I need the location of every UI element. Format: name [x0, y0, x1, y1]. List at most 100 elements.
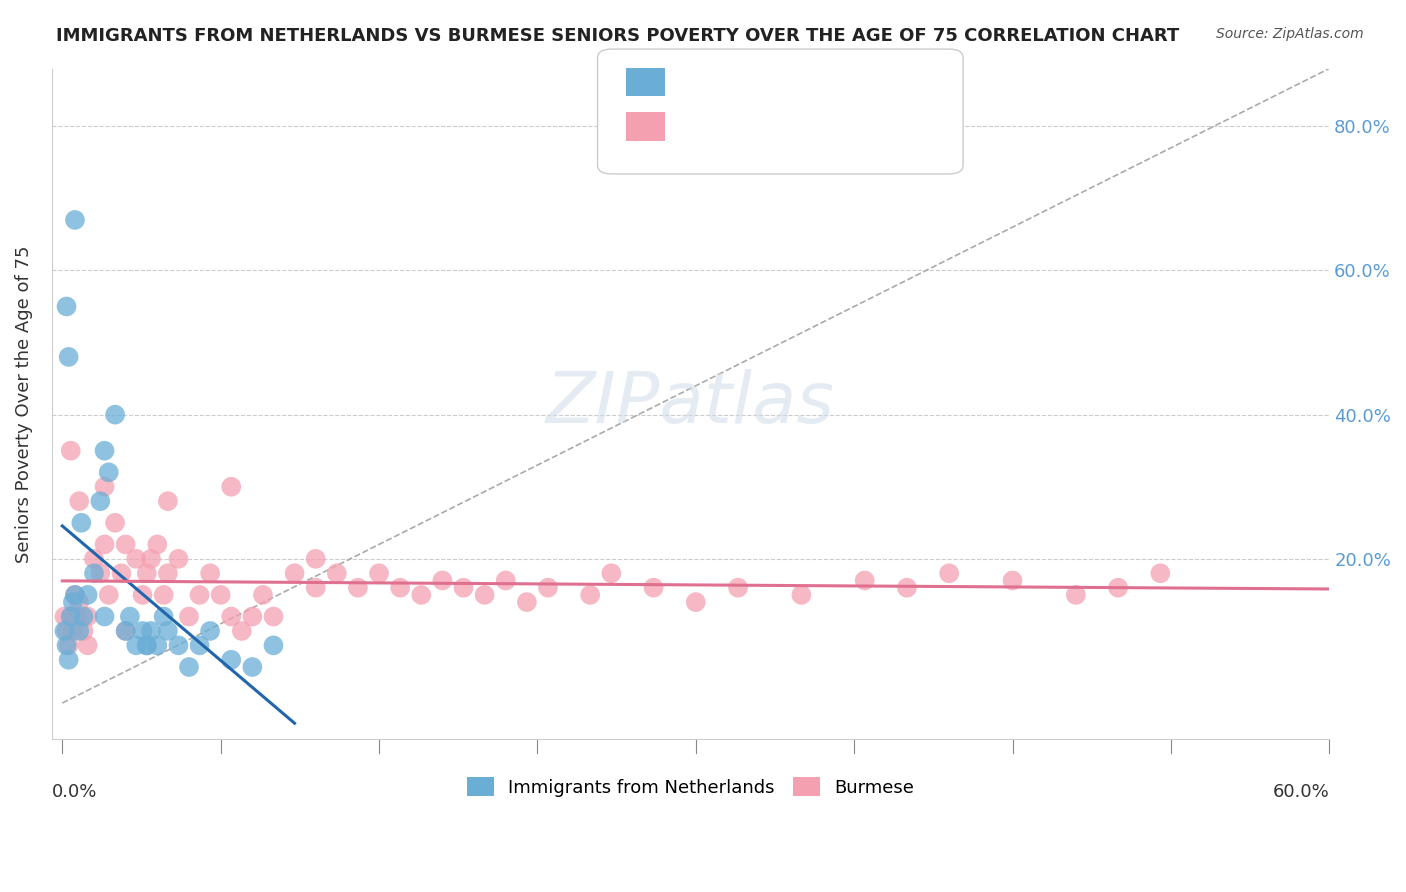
Point — [63, 588, 86, 602]
Point — [53, 609, 76, 624]
Point — [83, 552, 105, 566]
Point — [131, 624, 153, 638]
Point — [76, 588, 98, 602]
Point — [97, 466, 120, 480]
Point — [1001, 574, 1024, 588]
Point — [152, 609, 174, 624]
Point — [188, 639, 211, 653]
Point — [516, 595, 538, 609]
Point — [167, 639, 190, 653]
Text: 0.0%: 0.0% — [52, 782, 97, 801]
Point — [474, 588, 496, 602]
Text: 60.0%: 60.0% — [1272, 782, 1329, 801]
Text: R = 0.425    N = 36: R = 0.425 N = 36 — [679, 73, 855, 91]
Point — [305, 581, 328, 595]
Point — [83, 566, 105, 581]
Point — [263, 639, 285, 653]
Point — [938, 566, 960, 581]
Point — [110, 566, 132, 581]
Y-axis label: Seniors Poverty Over the Age of 75: Seniors Poverty Over the Age of 75 — [15, 245, 32, 563]
Point — [146, 537, 169, 551]
Point — [114, 624, 136, 638]
Point — [156, 566, 179, 581]
Point — [240, 660, 263, 674]
Point — [135, 566, 157, 581]
Point — [139, 624, 162, 638]
Point — [643, 581, 665, 595]
Point — [89, 566, 111, 581]
Point — [114, 624, 136, 638]
Point — [219, 609, 242, 624]
Point — [59, 609, 82, 624]
Point — [152, 588, 174, 602]
Point — [72, 609, 94, 624]
Point — [76, 609, 98, 624]
Text: R = 0.120    N = 68: R = 0.120 N = 68 — [679, 118, 855, 136]
Point — [135, 639, 157, 653]
Point — [59, 609, 82, 624]
Point — [135, 639, 157, 653]
Point — [62, 595, 84, 609]
Point — [58, 350, 80, 364]
Point — [188, 588, 211, 602]
Point — [198, 624, 221, 638]
Point — [240, 609, 263, 624]
Point — [853, 574, 876, 588]
Point — [252, 588, 274, 602]
Point — [72, 624, 94, 638]
Point — [139, 552, 162, 566]
Point — [389, 581, 412, 595]
Point — [177, 609, 200, 624]
Point — [67, 624, 90, 638]
Point — [537, 581, 560, 595]
Point — [432, 574, 454, 588]
Point — [411, 588, 433, 602]
Point — [156, 494, 179, 508]
Point — [58, 639, 80, 653]
Point — [209, 588, 232, 602]
Point — [219, 653, 242, 667]
Point — [198, 566, 221, 581]
Point — [368, 566, 391, 581]
Point — [55, 639, 77, 653]
Point — [97, 588, 120, 602]
Point — [1149, 566, 1171, 581]
Point — [167, 552, 190, 566]
Point — [125, 552, 148, 566]
Point — [62, 624, 84, 638]
Legend: Immigrants from Netherlands, Burmese: Immigrants from Netherlands, Burmese — [460, 770, 921, 804]
Point — [146, 639, 169, 653]
Point — [727, 581, 749, 595]
Point — [67, 494, 90, 508]
Point — [93, 609, 115, 624]
Point — [579, 588, 602, 602]
Point — [58, 653, 80, 667]
Point — [495, 574, 517, 588]
Point — [231, 624, 253, 638]
Point — [131, 588, 153, 602]
Point — [156, 624, 179, 638]
Point — [685, 595, 707, 609]
Text: IMMIGRANTS FROM NETHERLANDS VS BURMESE SENIORS POVERTY OVER THE AGE OF 75 CORREL: IMMIGRANTS FROM NETHERLANDS VS BURMESE S… — [56, 27, 1180, 45]
Point — [305, 552, 328, 566]
Point — [125, 639, 148, 653]
Point — [263, 609, 285, 624]
Point — [347, 581, 370, 595]
Point — [93, 480, 115, 494]
Point — [453, 581, 475, 595]
Point — [104, 516, 127, 530]
Point — [89, 494, 111, 508]
Point — [55, 624, 77, 638]
Point — [326, 566, 349, 581]
Point — [67, 595, 90, 609]
Point — [63, 213, 86, 227]
Point — [1064, 588, 1087, 602]
Point — [1107, 581, 1129, 595]
Point — [76, 639, 98, 653]
Point — [70, 516, 93, 530]
Point — [66, 609, 89, 624]
Point — [896, 581, 918, 595]
Point — [790, 588, 813, 602]
Point — [104, 408, 127, 422]
Point — [55, 300, 77, 314]
